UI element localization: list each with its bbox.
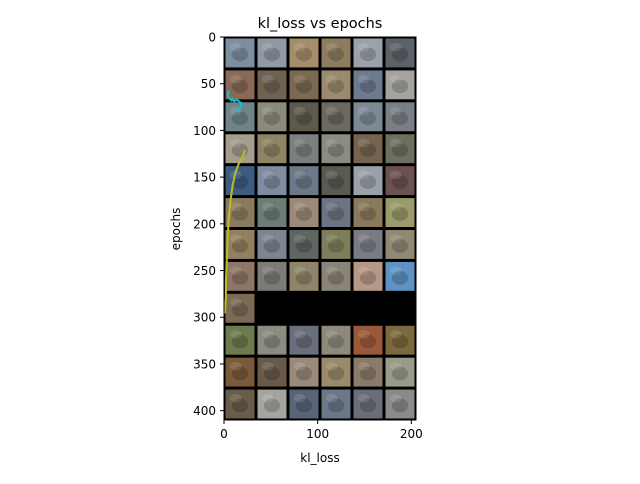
thumbnail (257, 134, 287, 164)
thumbnail (257, 357, 287, 387)
thumbnail (385, 38, 415, 68)
series-line-2 (223, 150, 246, 314)
thumbnail (353, 261, 383, 291)
thumbnail-grid (224, 37, 416, 420)
thumbnail (321, 166, 351, 196)
series-layer (223, 90, 246, 314)
thumbnail (225, 70, 255, 100)
thumbnail (257, 230, 287, 259)
thumbnail (353, 325, 383, 355)
thumbnail (385, 198, 415, 227)
thumbnail (353, 134, 383, 164)
y-tick-label: 150 (193, 171, 216, 185)
thumbnail (321, 357, 351, 387)
thumbnail (225, 38, 255, 68)
thumbnail (289, 261, 319, 291)
thumbnail (385, 325, 415, 355)
thumbnail (321, 230, 351, 259)
thumbnail (321, 293, 351, 323)
thumbnail (225, 293, 255, 323)
thumbnail (257, 261, 287, 291)
thumbnail (289, 357, 319, 387)
y-tick-label: 250 (193, 264, 216, 278)
x-axis-label: kl_loss (300, 451, 339, 465)
thumbnail (289, 102, 319, 132)
thumbnail (225, 230, 255, 259)
grid-background (224, 37, 416, 420)
y-tick-label: 100 (193, 124, 216, 138)
thumbnail (385, 389, 415, 419)
thumbnail (289, 389, 319, 419)
thumbnail (225, 134, 255, 164)
thumbnail (321, 198, 351, 227)
thumbnail (225, 357, 255, 387)
thumbnail (257, 325, 287, 355)
thumbnail (321, 389, 351, 419)
thumbnail (289, 134, 319, 164)
x-tick-label: 100 (306, 427, 329, 441)
thumbnail (385, 261, 415, 291)
thumbnail (321, 70, 351, 100)
thumbnail (385, 102, 415, 132)
thumbnail (321, 261, 351, 291)
thumbnail (385, 70, 415, 100)
thumbnail (225, 166, 255, 196)
thumbnail (353, 38, 383, 68)
thumbnail (257, 102, 287, 132)
thumbnail (289, 293, 319, 323)
thumbnail (321, 102, 351, 132)
thumbnail (225, 325, 255, 355)
thumbnail (257, 293, 287, 323)
thumbnail (353, 389, 383, 419)
thumbnail (385, 134, 415, 164)
thumbnail (257, 38, 287, 68)
x-tick-label: 200 (400, 427, 423, 441)
series-line-1 (226, 90, 243, 113)
thumbnail (353, 293, 383, 323)
thumbnail (289, 198, 319, 227)
y-tick-label: 350 (193, 357, 216, 371)
thumbnail (257, 166, 287, 196)
thumbnail (257, 70, 287, 100)
thumbnail (353, 230, 383, 259)
y-axis-label: epochs (169, 208, 183, 251)
thumbnail (321, 38, 351, 68)
y-axis: 0 50 100 150 200 250 300 350 400 (193, 31, 224, 418)
chart-title: kl_loss vs epochs (258, 16, 383, 32)
thumbnail (289, 230, 319, 259)
thumbnail (385, 293, 415, 323)
thumbnail (289, 325, 319, 355)
thumbnail (321, 134, 351, 164)
thumbnail (385, 357, 415, 387)
thumbnail (353, 198, 383, 227)
y-tick-label: 0 (208, 31, 216, 45)
y-tick-label: 50 (201, 77, 216, 91)
thumbnail (289, 38, 319, 68)
x-tick-label: 0 (220, 427, 228, 441)
thumbnail (257, 389, 287, 419)
thumbnail (353, 70, 383, 100)
thumbnail (225, 389, 255, 419)
thumbnail (353, 357, 383, 387)
thumbnail (385, 166, 415, 196)
thumbnail (289, 166, 319, 196)
thumbnail (289, 70, 319, 100)
thumbnail (353, 166, 383, 196)
x-axis: 0 100 200 (220, 420, 423, 441)
y-tick-label: 400 (193, 404, 216, 418)
y-tick-label: 300 (193, 311, 216, 325)
thumbnail (353, 102, 383, 132)
plot-frame (223, 36, 417, 421)
thumbnail (225, 261, 255, 291)
y-tick-label: 200 (193, 217, 216, 231)
thumbnail (257, 198, 287, 227)
thumbnail (385, 230, 415, 259)
thumbnail (321, 325, 351, 355)
